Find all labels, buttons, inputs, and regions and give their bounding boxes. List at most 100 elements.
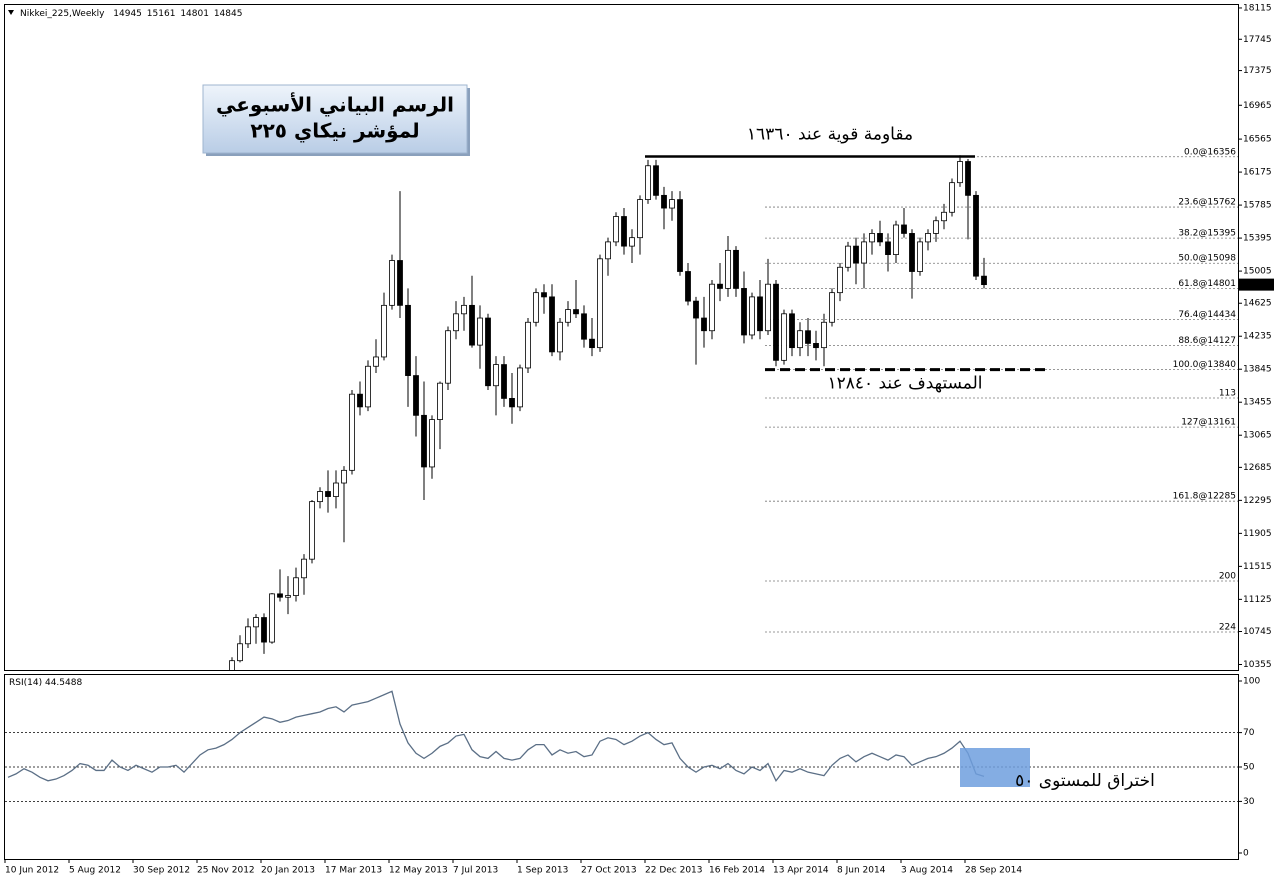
candle-body [469, 304, 475, 346]
chart-header: Nikkei_225,Weekly 14945 15161 14801 1484… [20, 9, 242, 19]
candle-body [293, 577, 299, 596]
y-tick-label: 18115 [1243, 3, 1272, 13]
candle-body [245, 626, 251, 645]
fib-label: 50.0@15098 [1178, 254, 1236, 264]
candle-body [973, 194, 979, 277]
ohlc-high: 15161 [147, 9, 176, 19]
rsi-name: RSI(14) [9, 678, 42, 688]
candle-body [949, 182, 955, 213]
y-tick-label: 11515 [1243, 562, 1272, 572]
fib-label: 127@13161 [1181, 418, 1236, 428]
candle-body [941, 211, 947, 222]
candle-body [301, 558, 307, 579]
rsi-plot [5, 690, 1238, 802]
candle-body [437, 382, 443, 420]
x-tick-label: 20 Jan 2013 [261, 866, 315, 876]
candle-body [269, 593, 275, 643]
candle-body [581, 313, 587, 340]
candle-body [893, 224, 899, 255]
candle-body [357, 393, 363, 408]
fib-label: 88.6@14127 [1178, 336, 1236, 346]
candle-body [909, 233, 915, 272]
candle-body [317, 491, 323, 503]
ohlc-open: 14945 [113, 9, 142, 19]
candle-body [613, 216, 619, 243]
y-tick-label: 12295 [1243, 496, 1272, 506]
candle-body [373, 356, 379, 367]
candle-body [285, 595, 291, 598]
candle-body [541, 292, 547, 298]
candle-body [229, 660, 235, 670]
candle-body [733, 249, 739, 289]
x-tick-label: 3 Aug 2014 [901, 866, 953, 876]
candle-body [741, 288, 747, 336]
y-tick-label: 17745 [1243, 35, 1272, 45]
rsi-last: 44.5488 [45, 678, 82, 688]
x-tick-label: 30 Sep 2012 [133, 866, 190, 876]
target-label: المستهدف عند ١٢٨٤٠ [827, 374, 982, 394]
menu-arrow[interactable] [8, 10, 14, 15]
candle-body [517, 367, 523, 408]
x-tick-label: 25 Nov 2012 [197, 866, 255, 876]
candle-body [461, 304, 467, 315]
symbol: Nikkei_225,Weekly [20, 9, 105, 19]
candle-body [493, 364, 499, 387]
fib-label: 161.8@12285 [1173, 492, 1236, 502]
title-box-line: الرسم البياني الأسبوعي [216, 92, 454, 118]
x-tick-label: 10 Jun 2012 [5, 866, 59, 876]
fib-label: 113 [1219, 388, 1236, 398]
y-tick-label: 10745 [1243, 627, 1272, 637]
candle-body [829, 292, 835, 323]
y-tick-label: 13845 [1243, 365, 1272, 375]
candle-body [325, 491, 331, 497]
candle-body [253, 617, 259, 628]
candle-body [765, 283, 771, 332]
y-tick-label: 30 [1243, 797, 1255, 807]
candle-body [485, 317, 491, 387]
candle-body [349, 393, 355, 471]
title-box-line: لمؤشر نيكاي ٢٢٥ [250, 119, 419, 144]
candle-body [565, 309, 571, 323]
x-tick-label: 1 Sep 2013 [517, 866, 568, 876]
candle-body [877, 233, 883, 243]
x-tick-label: 22 Dec 2013 [645, 866, 703, 876]
candle-body [701, 317, 707, 332]
candle-body [925, 233, 931, 243]
candle-body [797, 330, 803, 349]
candle-body [453, 313, 459, 332]
candle-body [637, 199, 643, 239]
candle-body [277, 593, 283, 598]
candle-body [597, 258, 603, 349]
candle-body [605, 241, 611, 260]
candle-body [381, 304, 387, 358]
x-tick-label: 17 Mar 2013 [325, 866, 382, 876]
candle-body [477, 317, 483, 346]
candle-body [533, 292, 539, 323]
candle-body [653, 165, 659, 196]
x-tick-label: 12 May 2013 [389, 866, 448, 876]
candle-body [725, 249, 731, 289]
candle-body [237, 643, 243, 662]
fib-label: 23.6@15762 [1178, 198, 1236, 208]
y-tick-label: 70 [1243, 728, 1255, 738]
y-tick-label: 16965 [1243, 101, 1272, 111]
ohlc-close: 14845 [214, 9, 243, 19]
y-tick-label: 15395 [1243, 234, 1272, 244]
candle-body [549, 296, 555, 353]
candle-body [869, 233, 875, 243]
resistance-label: مقاومة قوية عند ١٦٣٦٠ [747, 124, 913, 144]
candle-body [405, 304, 411, 376]
candle-body [853, 245, 859, 264]
title-box [202, 84, 468, 154]
fib-label: 100.0@13840 [1173, 360, 1237, 370]
candle-body [509, 398, 515, 408]
candle-body [861, 241, 867, 264]
y-tick-label: 11125 [1243, 595, 1272, 605]
candle-body [525, 321, 531, 369]
candle-body [821, 321, 827, 349]
price-tag-label: 14845 [1243, 280, 1272, 290]
candle-body [421, 414, 427, 468]
fib-label: 200 [1219, 571, 1236, 581]
